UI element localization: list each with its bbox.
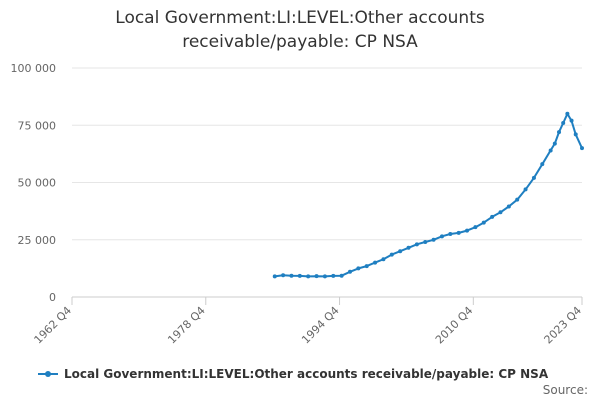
data-point[interactable] — [331, 273, 336, 278]
data-point[interactable] — [423, 240, 428, 245]
data-point[interactable] — [506, 204, 511, 209]
data-point[interactable] — [306, 274, 311, 279]
data-point[interactable] — [373, 260, 378, 265]
data-point[interactable] — [465, 228, 470, 233]
x-tick-label: 2010 Q4 — [433, 304, 476, 347]
data-point[interactable] — [561, 120, 566, 125]
legend-swatch-icon — [38, 369, 58, 379]
data-point[interactable] — [548, 148, 553, 153]
data-point[interactable] — [557, 130, 562, 135]
data-point[interactable] — [431, 237, 436, 242]
x-tick-label: 2023 Q4 — [542, 304, 585, 347]
data-point[interactable] — [272, 274, 277, 279]
data-point[interactable] — [381, 257, 386, 262]
data-point[interactable] — [498, 210, 503, 215]
data-point[interactable] — [389, 252, 394, 257]
data-point[interactable] — [481, 220, 486, 225]
x-tick-label: 1978 Q4 — [165, 304, 208, 347]
y-tick-label: 25 000 — [18, 234, 57, 247]
data-point[interactable] — [580, 146, 584, 151]
data-point[interactable] — [569, 118, 574, 123]
data-point[interactable] — [456, 230, 461, 235]
chart-title: Local Government:LI:LEVEL:Other accounts… — [0, 6, 600, 54]
chart-title-line-1: Local Government:LI:LEVEL:Other accounts — [115, 8, 485, 28]
data-point[interactable] — [414, 242, 419, 247]
data-point[interactable] — [473, 225, 478, 230]
data-point[interactable] — [314, 274, 319, 279]
data-point[interactable] — [322, 274, 327, 279]
y-tick-label: 0 — [49, 291, 56, 304]
data-point[interactable] — [531, 175, 536, 180]
data-point[interactable] — [297, 273, 302, 278]
data-point[interactable] — [523, 187, 528, 192]
data-point[interactable] — [448, 232, 453, 237]
data-point[interactable] — [281, 273, 286, 278]
chart-title-line-2: receivable/payable: CP NSA — [182, 32, 418, 52]
data-point[interactable] — [573, 132, 578, 137]
data-point[interactable] — [289, 273, 294, 278]
data-point[interactable] — [540, 162, 545, 167]
series-line[interactable] — [274, 112, 583, 278]
x-tick-label: 1962 Q4 — [32, 304, 75, 347]
x-tick-label: 1994 Q4 — [299, 304, 342, 347]
data-point[interactable] — [356, 266, 361, 271]
data-point[interactable] — [347, 269, 352, 274]
legend-label: Local Government:LI:LEVEL:Other accounts… — [64, 367, 549, 381]
data-point[interactable] — [552, 141, 557, 146]
data-point[interactable] — [364, 264, 369, 269]
data-point[interactable] — [339, 273, 344, 278]
legend[interactable]: Local Government:LI:LEVEL:Other accounts… — [38, 365, 548, 383]
data-point[interactable] — [490, 214, 495, 219]
y-tick-label: 50 000 — [18, 177, 57, 190]
data-point[interactable] — [439, 234, 444, 239]
data-point[interactable] — [406, 245, 411, 250]
plot-area: 0 25 000 50 000 75 000 100 000 1962 Q4 1978 Q4… — [11, 62, 585, 347]
y-tick-label: 75 000 — [18, 119, 57, 132]
y-tick-label: 100 000 — [11, 62, 57, 75]
data-point[interactable] — [565, 111, 570, 116]
source-label: Source: — [542, 383, 588, 397]
data-point[interactable] — [398, 249, 403, 254]
data-point[interactable] — [515, 197, 520, 202]
